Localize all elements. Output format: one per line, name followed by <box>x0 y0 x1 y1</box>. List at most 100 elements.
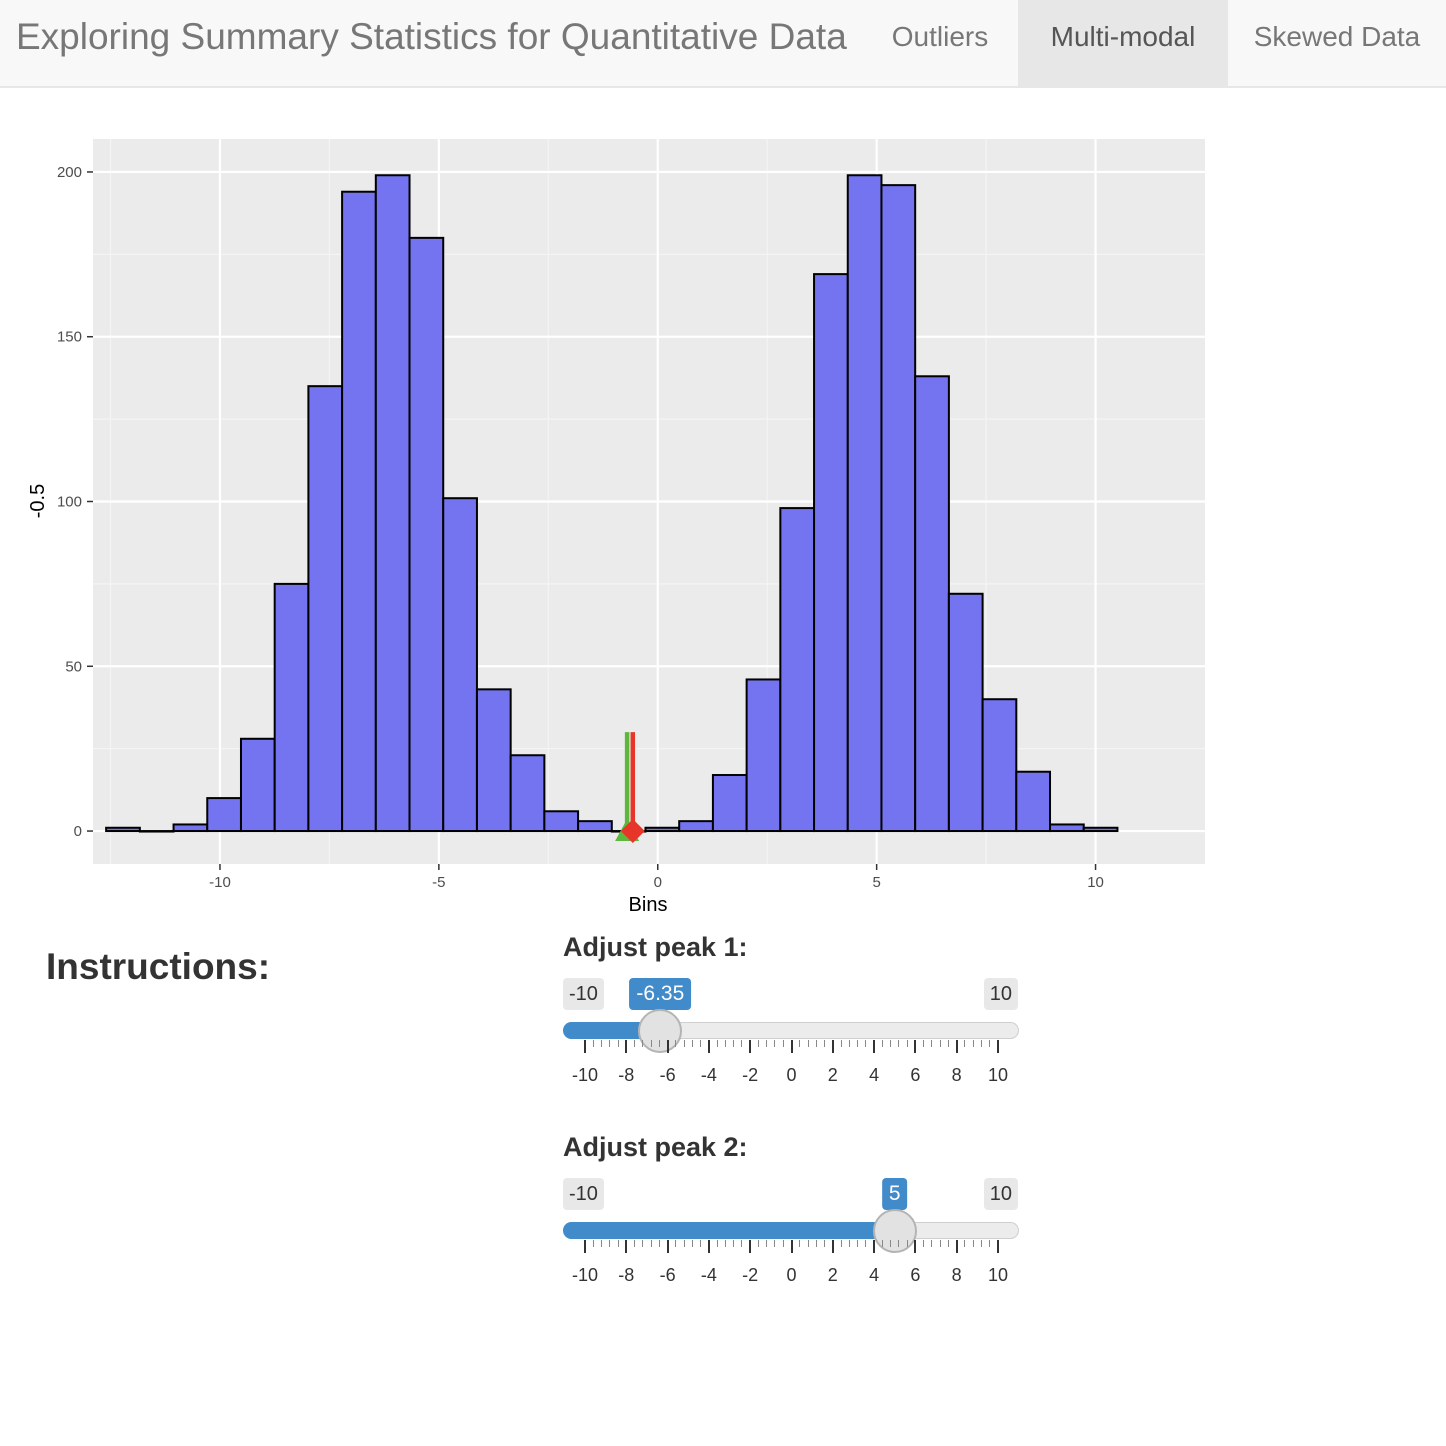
slider-major-tick <box>955 1240 958 1253</box>
slider-major-tick <box>625 1240 628 1253</box>
slider-minor-tick <box>766 1240 768 1247</box>
tab-skewed-data[interactable]: Skewed Data <box>1253 21 1421 52</box>
slider-minor-tick <box>757 1240 759 1247</box>
slider-minor-tick <box>658 1240 660 1247</box>
slider-major-tick <box>997 1240 999 1253</box>
slider-major-tick <box>914 1040 917 1053</box>
slider-minor-tick <box>634 1240 636 1247</box>
slider-minor-tick <box>980 1240 982 1247</box>
x-axis-title: Bins <box>629 894 668 916</box>
slider-minor-tick <box>898 1240 900 1247</box>
slider-minor-tick <box>815 1240 817 1247</box>
slider-minor-tick <box>923 1040 925 1047</box>
slider-major-tick <box>873 1040 876 1053</box>
slider-tick-label: -4 <box>700 1065 717 1085</box>
peak1-value-badge: -6.35 <box>629 978 692 1010</box>
slider-minor-tick <box>881 1240 883 1247</box>
y-tick-label: 50 <box>65 658 82 675</box>
slider-minor-tick <box>939 1240 941 1247</box>
peak1-slider-ticks: -10 -8 -6 -4 -2 0 2 4 6 8 10 <box>563 1040 1023 1100</box>
navbar: Exploring Summary Statistics for Quantit… <box>0 0 1446 88</box>
slider-major-tick <box>584 1040 586 1053</box>
slider-minor-tick <box>989 1040 991 1047</box>
y-tick-label: 200 <box>57 164 82 181</box>
slider-minor-tick <box>890 1240 892 1247</box>
slider-tick-label: 4 <box>869 1265 880 1285</box>
peak1-slider-label: Adjust peak 1: <box>563 932 748 962</box>
slider-minor-tick <box>617 1240 619 1247</box>
slider-minor-tick <box>857 1240 859 1247</box>
histogram-bar <box>138 830 175 833</box>
slider-minor-tick <box>972 1240 974 1247</box>
tab-outliers[interactable]: Outliers <box>891 21 989 52</box>
slider-minor-tick <box>939 1040 941 1047</box>
peak1-min-label: -10 <box>563 978 604 1010</box>
slider-major-tick <box>749 1040 752 1053</box>
slider-minor-tick <box>733 1240 735 1247</box>
slider-minor-tick <box>691 1240 693 1247</box>
histogram-bar <box>475 688 512 833</box>
slider-tick-label: -6 <box>659 1265 676 1285</box>
slider-major-tick <box>955 1040 958 1053</box>
slider-minor-tick <box>964 1240 966 1247</box>
slider-minor-tick <box>782 1040 784 1047</box>
slider-minor-tick <box>757 1040 759 1047</box>
histogram-bar <box>779 507 816 833</box>
app-title: Exploring Summary Statistics for Quantit… <box>16 16 847 57</box>
slider-minor-tick <box>724 1240 726 1247</box>
histogram-bar <box>341 190 377 833</box>
slider-minor-tick <box>774 1240 776 1247</box>
slider-minor-tick <box>857 1040 859 1047</box>
peak2-slider-label: Adjust peak 2: <box>563 1132 748 1162</box>
slider-minor-tick <box>609 1040 611 1047</box>
slider-minor-tick <box>650 1240 652 1247</box>
slider-minor-tick <box>700 1240 702 1247</box>
slider-minor-tick <box>592 1040 594 1047</box>
slider-tick-label: -8 <box>618 1265 635 1285</box>
slider-tick-label: -10 <box>571 1065 599 1085</box>
slider-minor-tick <box>683 1240 685 1247</box>
histogram-bar <box>206 797 242 833</box>
peak2-value-badge: 5 <box>881 1178 908 1210</box>
peak2-slider: Adjust peak 2: -10 10 5 -10 -8 -6 -4 -2 0 2 4 6 8… <box>563 1132 1023 1302</box>
slider-tick-label: 8 <box>951 1065 962 1085</box>
slider-minor-tick <box>592 1240 594 1247</box>
slider-tick-label: 2 <box>827 1265 838 1285</box>
histogram-bar <box>846 174 883 833</box>
tab-multi-modal[interactable]: Multi-modal <box>1018 0 1228 86</box>
slider-tick-label: 8 <box>951 1265 962 1285</box>
slider-minor-tick <box>815 1040 817 1047</box>
slider-minor-tick <box>617 1040 619 1047</box>
slider-major-tick <box>749 1240 752 1253</box>
histogram-bar <box>644 826 681 833</box>
slider-major-tick <box>831 1040 834 1053</box>
histogram-bar <box>408 236 445 833</box>
slider-tick-label: 0 <box>786 1065 797 1085</box>
slider-minor-tick <box>848 1040 850 1047</box>
slider-minor-tick <box>766 1040 768 1047</box>
x-tick-label: -5 <box>432 874 445 891</box>
slider-minor-tick <box>650 1040 652 1047</box>
slider-minor-tick <box>733 1040 735 1047</box>
slider-minor-tick <box>972 1040 974 1047</box>
histogram-bar <box>1049 823 1085 833</box>
peak2-slider-handle[interactable] <box>872 1209 917 1253</box>
peak1-slider-handle[interactable] <box>638 1009 683 1053</box>
slider-major-tick <box>873 1240 876 1253</box>
slider-minor-tick <box>931 1040 933 1047</box>
slider-minor-tick <box>824 1040 826 1047</box>
histogram-bar <box>745 678 782 833</box>
slider-tick-label: -10 <box>571 1265 599 1285</box>
slider-minor-tick <box>964 1040 966 1047</box>
slider-major-tick <box>831 1240 834 1253</box>
slider-minor-tick <box>881 1040 883 1047</box>
slider-minor-tick <box>807 1240 809 1247</box>
slider-minor-tick <box>923 1240 925 1247</box>
slider-minor-tick <box>931 1240 933 1247</box>
slider-minor-tick <box>658 1040 660 1047</box>
histogram-bar <box>577 820 613 833</box>
slider-major-tick <box>707 1040 710 1053</box>
histogram-bar <box>1015 770 1052 833</box>
slider-major-tick <box>914 1240 917 1253</box>
